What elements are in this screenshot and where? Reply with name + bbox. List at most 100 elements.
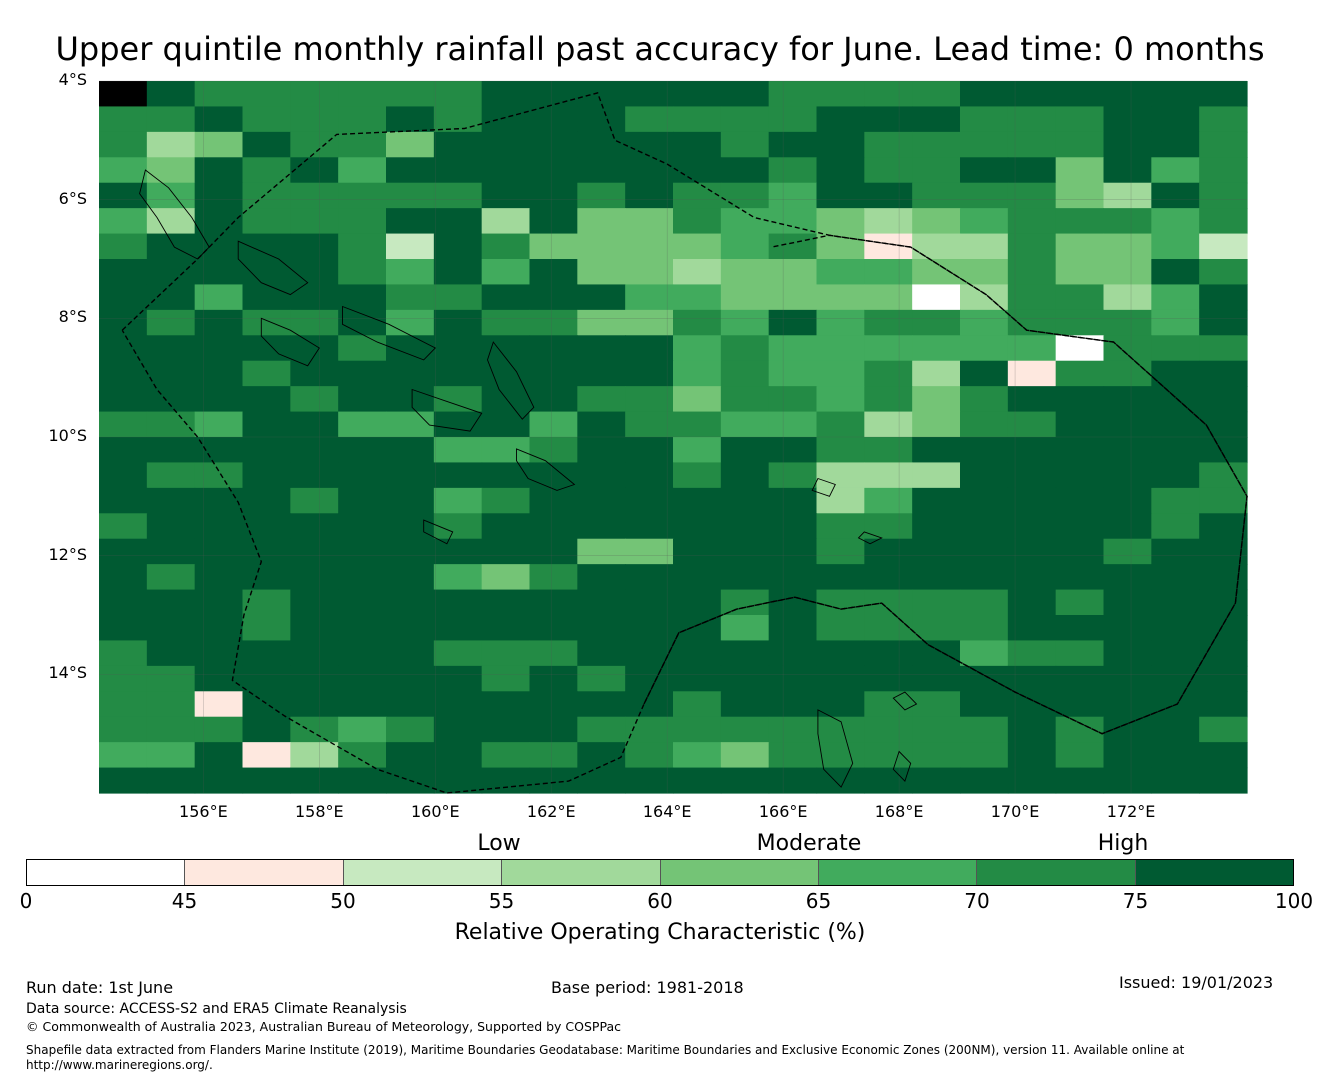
colorbar-segment xyxy=(660,860,819,885)
grid-cell xyxy=(146,513,196,540)
grid-cell xyxy=(481,131,531,158)
grid-cell xyxy=(673,360,722,387)
grid-cell xyxy=(146,665,196,692)
grid-cell xyxy=(146,208,196,235)
grid-cell xyxy=(816,538,865,565)
grid-cell xyxy=(1199,487,1248,514)
grid-cell xyxy=(625,538,674,565)
grid-cell xyxy=(338,411,387,438)
grid-cell xyxy=(99,360,148,387)
grid-cell xyxy=(146,411,196,438)
grid-cell xyxy=(673,411,722,438)
grid-cell xyxy=(768,81,818,108)
grid-cell xyxy=(625,81,674,108)
grid-cell xyxy=(529,665,578,692)
grid-cell xyxy=(194,538,244,565)
grid-cell xyxy=(433,665,483,692)
grid-cell xyxy=(194,564,244,591)
grid-cell xyxy=(1007,487,1057,514)
grid-cell xyxy=(386,411,435,438)
grid-cell xyxy=(816,589,865,616)
grid-cell xyxy=(194,665,244,692)
grid-cell xyxy=(1199,208,1248,235)
grid-cell xyxy=(433,538,483,565)
grid-cell xyxy=(194,716,244,743)
grid-cell xyxy=(577,335,626,362)
grid-cell xyxy=(816,716,865,743)
colorbar-tick-label: 0 xyxy=(19,889,33,913)
grid-cell xyxy=(99,615,148,642)
grid-cell xyxy=(146,284,196,311)
grid-cell xyxy=(768,259,818,286)
grid-cell xyxy=(673,487,722,514)
grid-cell xyxy=(912,360,961,387)
grid-cell xyxy=(720,716,770,743)
grid-cell xyxy=(960,487,1009,514)
grid-cell xyxy=(1151,767,1200,794)
latitude-label: 10°S xyxy=(48,426,87,445)
grid-cell xyxy=(194,309,244,336)
grid-cell xyxy=(1199,106,1248,133)
grid-cell xyxy=(1199,131,1248,158)
grid-cell xyxy=(1007,742,1057,769)
grid-cell xyxy=(386,640,435,667)
grid-cell xyxy=(1055,589,1105,616)
grid-cell xyxy=(1103,208,1152,235)
grid-cell xyxy=(1199,716,1248,743)
grid-cell xyxy=(673,131,722,158)
grid-cell xyxy=(146,691,196,718)
grid-cell xyxy=(720,691,770,718)
grid-cell xyxy=(577,208,626,235)
grid-cell xyxy=(290,309,339,336)
grid-cell xyxy=(194,589,244,616)
colorbar-tick-label: 100 xyxy=(1274,889,1314,913)
grid-cell xyxy=(673,309,722,336)
grid-cell xyxy=(720,182,770,209)
grid-cell xyxy=(1103,81,1152,108)
island-outline xyxy=(516,448,576,491)
grid-cell xyxy=(386,564,435,591)
grid-cell xyxy=(768,437,818,464)
grid-cell xyxy=(1007,208,1057,235)
grid-cell xyxy=(816,564,865,591)
grid-cell xyxy=(768,716,818,743)
grid-cell xyxy=(1151,742,1200,769)
grid-cell xyxy=(481,182,531,209)
grid-cell xyxy=(1151,564,1200,591)
grid-cell xyxy=(242,106,291,133)
grid-cell xyxy=(1055,360,1105,387)
grid-cell xyxy=(386,513,435,540)
grid-cell xyxy=(1007,538,1057,565)
grid-cell xyxy=(290,538,339,565)
grid-cell xyxy=(338,81,387,108)
grid-cell xyxy=(912,462,961,489)
grid-cell xyxy=(433,437,483,464)
coastlines xyxy=(139,169,918,788)
grid-cell xyxy=(816,767,865,794)
grid-cell xyxy=(386,309,435,336)
grid-cell xyxy=(99,437,148,464)
grid-cell xyxy=(720,259,770,286)
grid-cell xyxy=(1007,437,1057,464)
grid-cell xyxy=(338,462,387,489)
grid-cell xyxy=(529,386,578,413)
grid-cell xyxy=(338,742,387,769)
grid-cell xyxy=(720,615,770,642)
grid-cell xyxy=(194,81,244,108)
grid-cell xyxy=(1103,589,1152,616)
grid-cell xyxy=(768,513,818,540)
grid-cell xyxy=(146,716,196,743)
grid-cell xyxy=(99,538,148,565)
grid-cell xyxy=(1103,564,1152,591)
grid-cell xyxy=(912,487,961,514)
grid-cell xyxy=(1055,259,1105,286)
grid-cell xyxy=(433,589,483,616)
grid-cell xyxy=(1103,131,1152,158)
grid-cell xyxy=(912,182,961,209)
grid-cell xyxy=(99,157,148,184)
grid-cell xyxy=(912,309,961,336)
grid-cell xyxy=(912,538,961,565)
grid-cell xyxy=(720,665,770,692)
grid-cell xyxy=(864,259,913,286)
colorbar-segment xyxy=(818,860,978,885)
